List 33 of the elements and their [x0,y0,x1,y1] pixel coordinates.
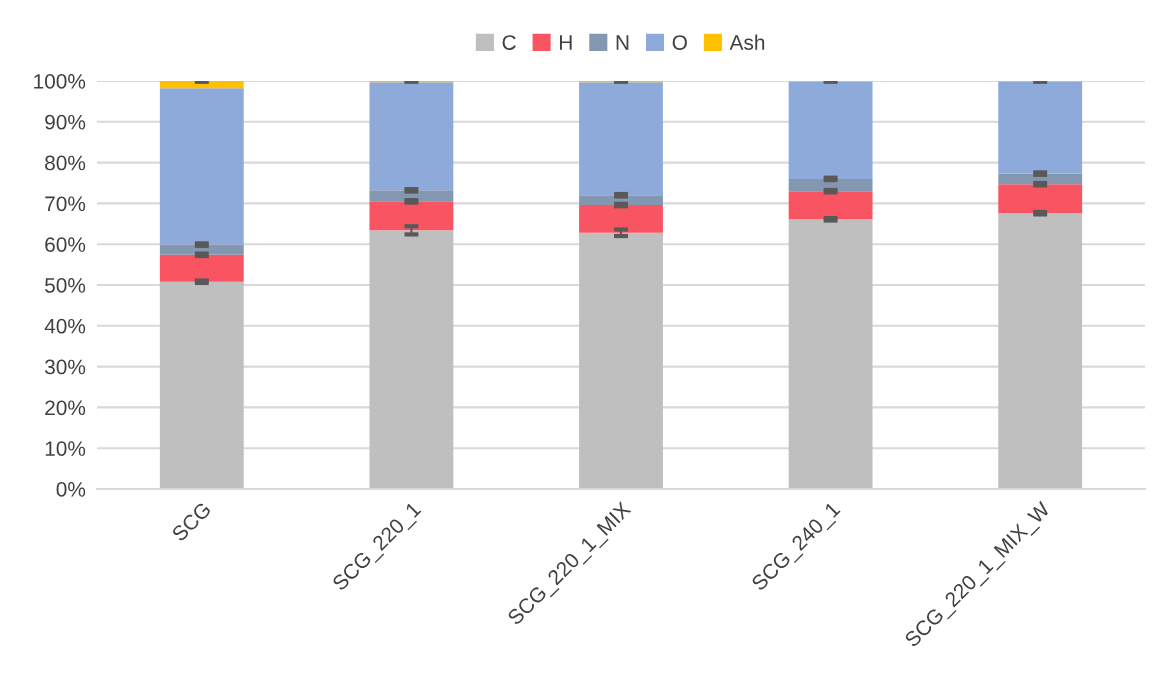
bar [579,205,663,233]
legend-label: H [559,35,572,50]
bar [369,230,454,489]
bar [369,82,454,191]
bar [998,81,1083,174]
y-tick-label: 40% [44,318,86,334]
bar [159,254,244,282]
legend-label: Ash [729,34,765,50]
y-tick-label: 10% [45,441,86,456]
legend-label: C [502,35,516,50]
bar [788,81,873,179]
legend-label: O [672,35,687,50]
y-tick-label: 50% [45,278,86,293]
bar [998,213,1083,489]
bar [159,81,244,89]
y-tick-label: 90% [45,114,86,130]
bar [788,178,873,192]
y-tick-label: 20% [45,400,86,416]
y-tick-label: 0% [56,482,86,497]
bar [159,281,244,489]
y-tick-label: 80% [45,155,86,171]
bar [579,82,663,196]
bar [788,191,873,220]
bar [579,232,663,489]
bar [369,201,454,231]
bar [998,184,1083,214]
y-tick-label: 30% [44,359,86,375]
y-tick-label: 60% [45,237,86,252]
y-tick-label: 100% [34,74,86,89]
y-tick-label: 70% [45,196,86,212]
bar [159,88,244,245]
legend-label: N [616,35,629,50]
bar [788,219,873,489]
